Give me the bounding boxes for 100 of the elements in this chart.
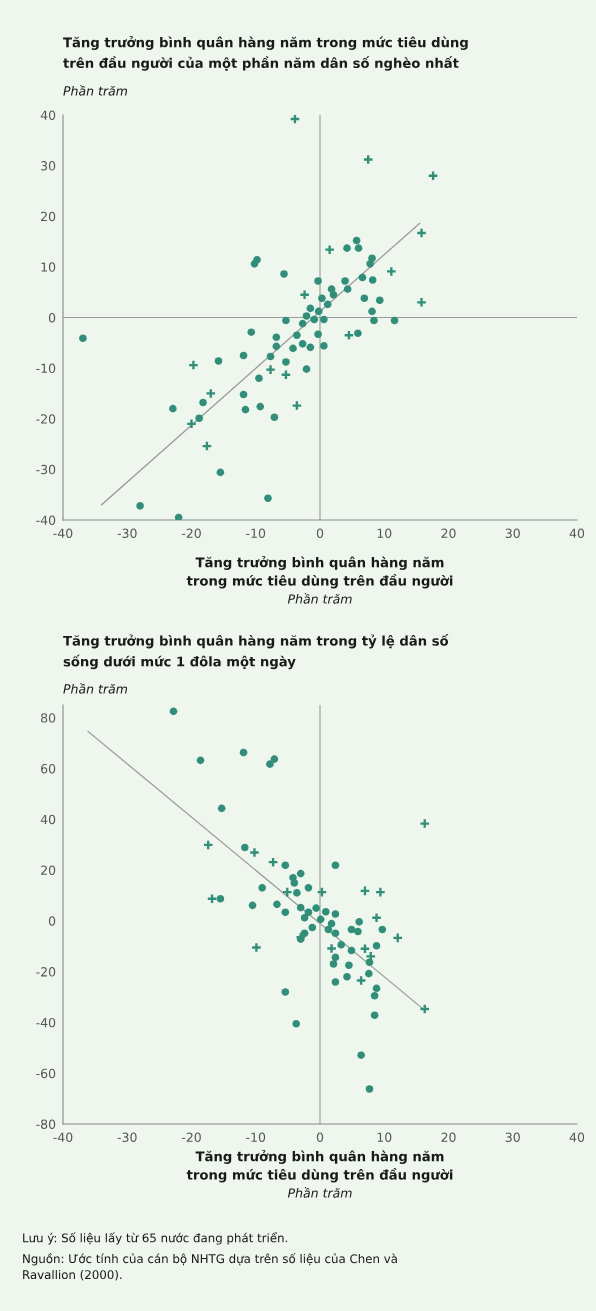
- point: [368, 276, 377, 284]
- point: [370, 316, 378, 325]
- point: [266, 760, 274, 768]
- point: [293, 331, 301, 340]
- y-axis-title: Phần trăm: [63, 84, 128, 96]
- point: [312, 904, 320, 912]
- text: Lưu ý: Số liệu lấy từ 65 nước đang phát triển.: [23, 1232, 288, 1245]
- point: [216, 894, 225, 903]
- point: [174, 513, 183, 520]
- x-axis-title: Tăng trưởng bình quân hàng năm trong mức tiêu dùng trên đầu người Phần trăm: [186, 1150, 453, 1198]
- point: [343, 285, 352, 293]
- point: [321, 907, 330, 916]
- chart-title: Tăng trưởng bình quân hàng năm trong mức tiêu dùng trên đầu người của một phần năm dân số nghèo nhất: [63, 36, 468, 71]
- point: [272, 333, 281, 342]
- point: [300, 914, 309, 922]
- point: [241, 843, 249, 852]
- point: [347, 946, 356, 955]
- x-tick-label: -30: [117, 528, 137, 539]
- x-tick-label: 20: [441, 528, 456, 539]
- point: [343, 972, 351, 981]
- point: [136, 502, 144, 510]
- point: [306, 304, 315, 313]
- point: [264, 494, 272, 503]
- point: [216, 468, 225, 477]
- point: [314, 330, 322, 339]
- point: [258, 884, 266, 892]
- point: [255, 374, 263, 383]
- point: [320, 342, 328, 350]
- x-tick-label: 30: [505, 528, 520, 539]
- point: [280, 270, 288, 278]
- point: [239, 748, 248, 757]
- text: Nguồn: Ước tính của cán bộ NHTG dựa trên số liệu của Chen và Ravallion (2000).: [23, 1253, 397, 1281]
- point: [302, 365, 311, 373]
- y-tick-label: 40: [40, 110, 56, 120]
- point: [329, 290, 338, 299]
- point: [366, 260, 374, 268]
- point: [331, 929, 340, 938]
- point: [292, 1019, 301, 1028]
- point: [318, 294, 326, 303]
- point: [345, 961, 353, 970]
- point: [239, 351, 248, 360]
- point: [270, 755, 279, 763]
- x-axis-title: Tăng trưởng bình quân hàng năm trong mức tiêu dùng trên đầu người Phần trăm: [186, 556, 453, 604]
- point: [296, 869, 305, 878]
- point: [327, 919, 336, 928]
- point: [365, 969, 373, 978]
- x-tick-label: -30: [117, 1132, 137, 1143]
- point: [365, 1085, 374, 1093]
- x-tick-label: 0: [316, 1132, 324, 1143]
- y-tick-label: 60: [41, 763, 56, 774]
- point: [331, 978, 340, 986]
- point: [247, 328, 256, 336]
- point: [320, 315, 328, 324]
- point: [298, 319, 307, 328]
- point: [302, 312, 311, 320]
- point: [310, 315, 319, 324]
- point: [355, 975, 367, 986]
- point: [390, 316, 399, 325]
- point: [281, 988, 290, 996]
- y-tick-label: -20: [36, 414, 56, 424]
- point: [195, 414, 204, 423]
- x-tick-label: 40: [569, 528, 585, 539]
- point: [249, 847, 260, 858]
- point: [281, 861, 290, 870]
- y-tick-label: -40: [36, 515, 56, 525]
- point: [296, 903, 305, 912]
- x-tick-label: -10: [246, 528, 266, 539]
- x-tick-label: 40: [569, 1132, 585, 1143]
- point: [250, 260, 259, 268]
- y-tick-label: 0: [48, 916, 56, 926]
- point: [314, 277, 322, 285]
- x-tick-label: 30: [505, 1132, 520, 1143]
- y-tick-label: -10: [36, 363, 56, 374]
- point: [341, 277, 349, 285]
- point: [370, 991, 379, 1000]
- point: [416, 227, 427, 239]
- point: [347, 925, 356, 934]
- point: [304, 884, 313, 892]
- y-axis-title: Phần trăm: [63, 682, 128, 694]
- point: [354, 927, 362, 936]
- point: [241, 405, 250, 414]
- point: [256, 402, 265, 411]
- point: [331, 953, 340, 962]
- point: [314, 307, 323, 316]
- point: [196, 756, 205, 765]
- point: [217, 804, 226, 813]
- y-tick-label: 80: [41, 713, 56, 723]
- y-tick-label: -60: [36, 1068, 56, 1079]
- point: [290, 879, 299, 887]
- point: [282, 358, 290, 366]
- x-tick-label: 0: [316, 528, 324, 539]
- point: [355, 918, 363, 926]
- point: [343, 244, 351, 252]
- point: [372, 984, 381, 993]
- point: [378, 925, 387, 934]
- point: [79, 334, 87, 343]
- point: [372, 941, 381, 950]
- point: [272, 342, 281, 351]
- x-tick-label: 10: [377, 528, 392, 539]
- point: [281, 908, 290, 917]
